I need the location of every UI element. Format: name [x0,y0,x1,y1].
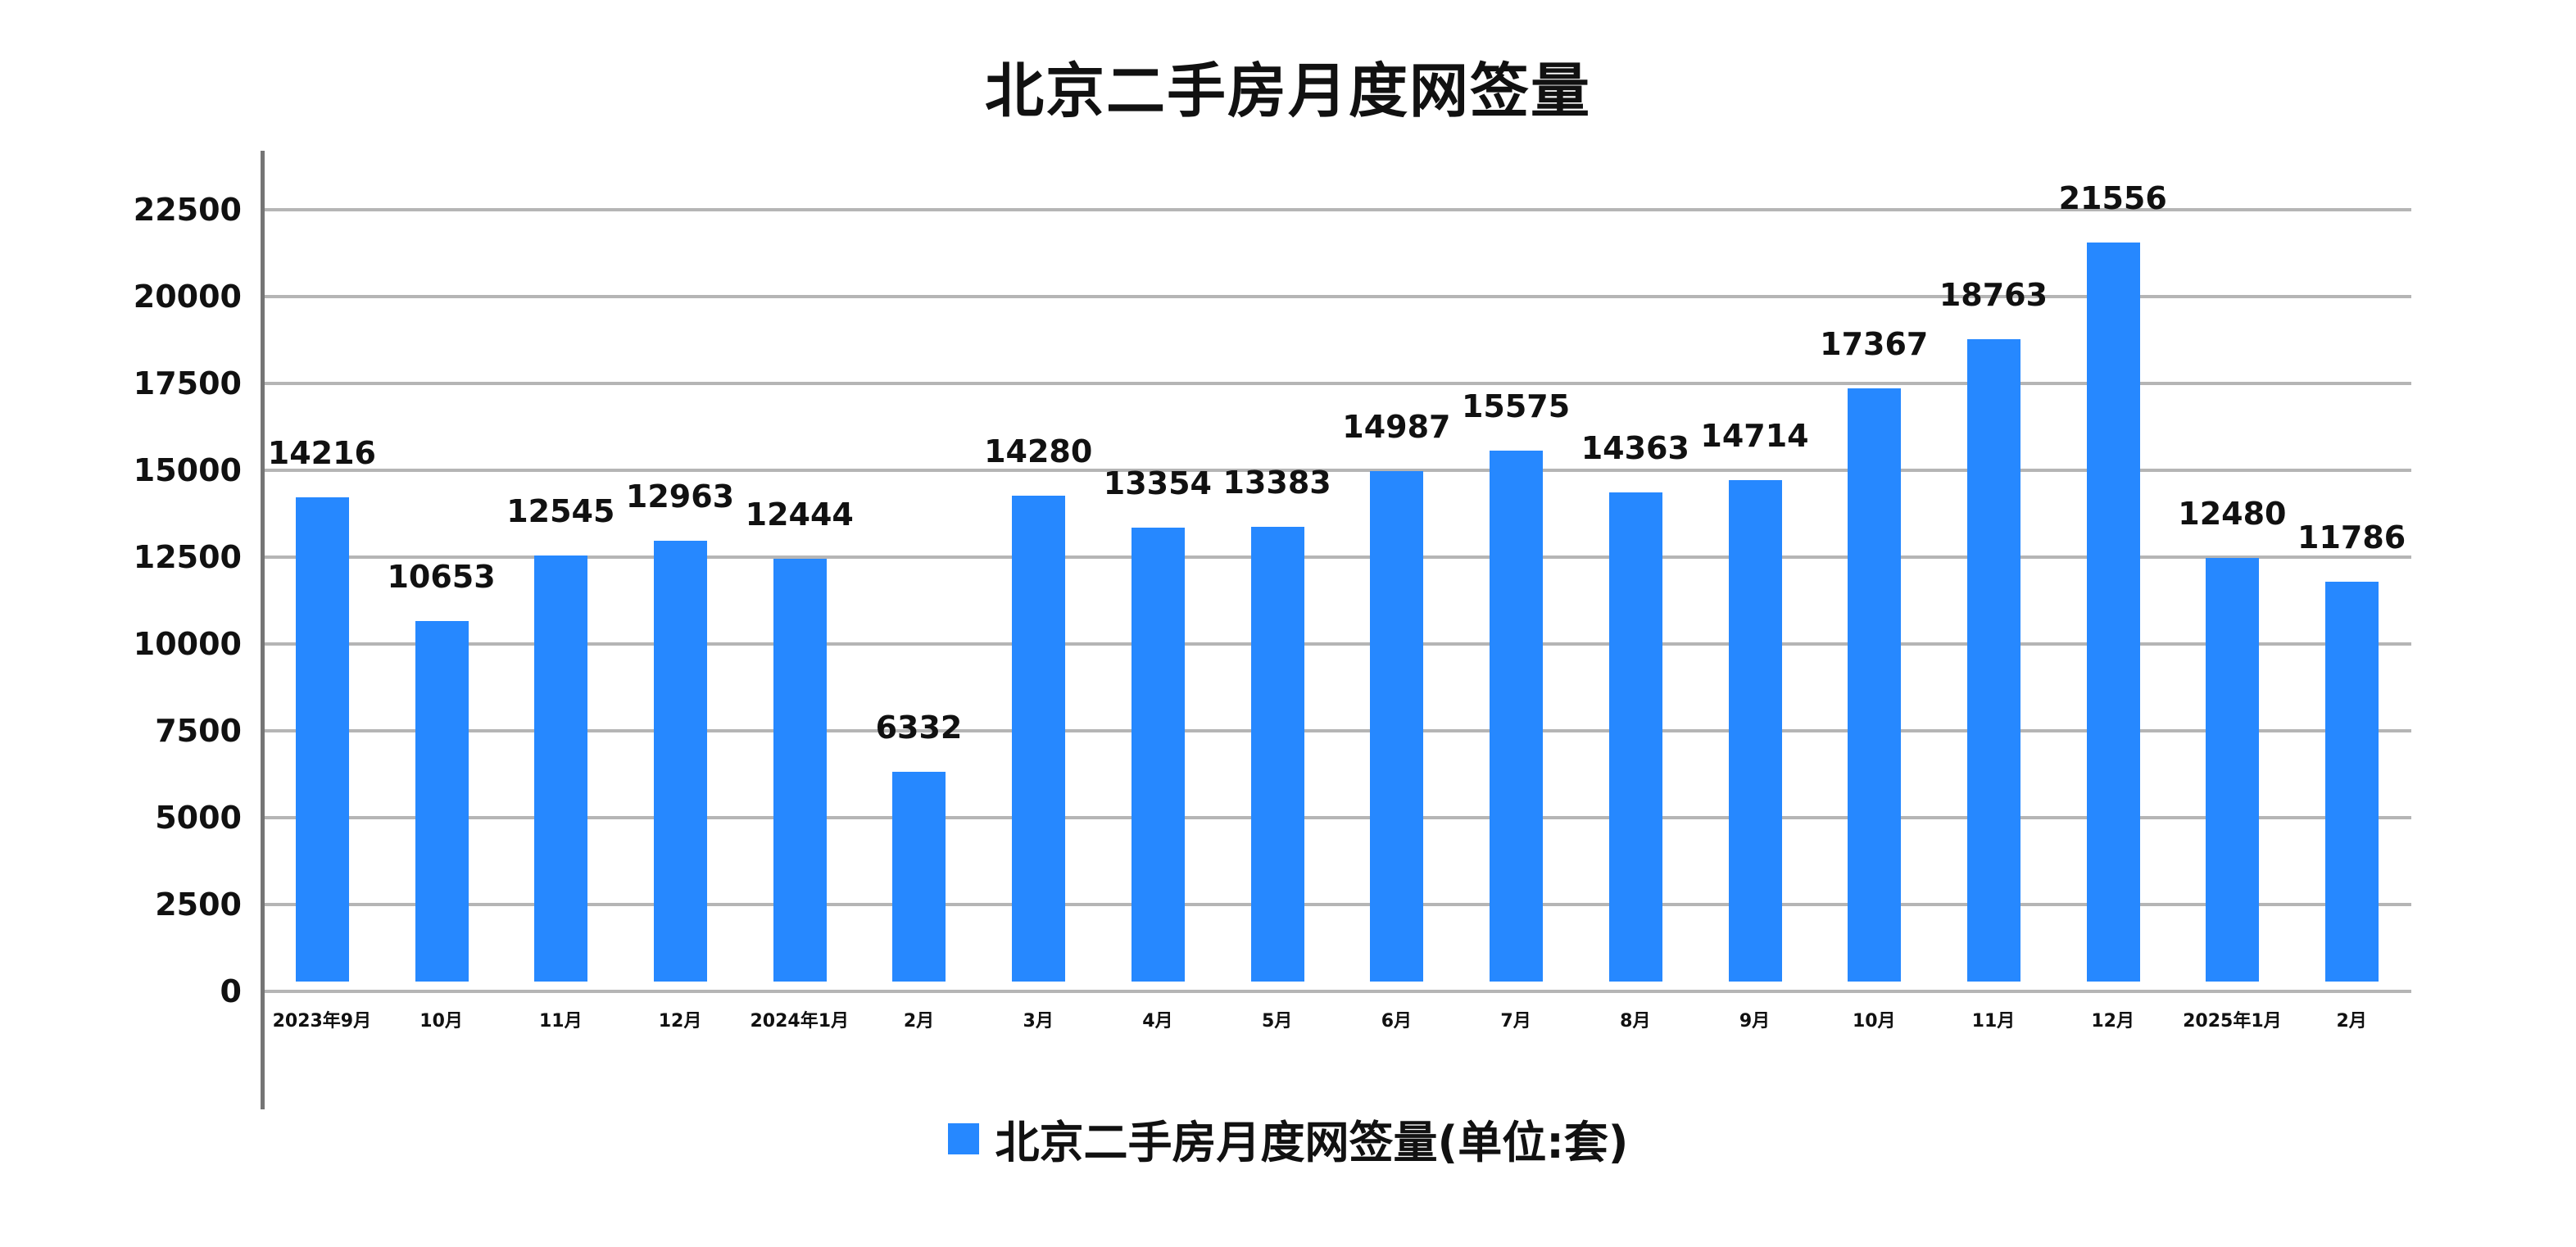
x-tick-label: 11月 [538,1011,583,1032]
gridline [265,469,2411,472]
y-axis-line [261,151,265,1109]
data-label: 13383 [1222,464,1331,501]
bar [1012,495,1066,982]
x-tick-label: 2025年1月 [2183,1011,2282,1032]
data-label: 21556 [2058,180,2167,217]
bar [1250,526,1304,982]
data-label: 6332 [875,709,963,746]
bar [2325,582,2379,982]
data-label: 11786 [2297,519,2406,556]
chart-title: 北京二手房月度网签量 [984,57,1591,125]
x-tick-label: 10月 [420,1011,463,1032]
bar [1966,339,2020,982]
data-label: 13354 [1103,465,1212,501]
bar [2086,243,2140,982]
bar [295,497,349,982]
data-label: 12963 [625,478,735,515]
gridline [265,642,2411,646]
x-tick-label: 7月 [1500,1011,1531,1032]
bar [654,541,708,982]
x-tick-label: 6月 [1381,1011,1413,1032]
y-tick-label: 17500 [133,365,242,401]
legend-swatch-icon [947,1122,979,1154]
y-tick-label: 10000 [133,626,242,662]
x-tick-label: 10月 [1852,1011,1896,1032]
y-tick-label: 5000 [155,800,242,836]
y-tick-label: 7500 [155,713,242,749]
data-label: 14363 [1581,430,1689,466]
x-tick-label: 5月 [1261,1011,1293,1032]
data-label: 10653 [387,559,496,596]
x-tick-label: 2月 [903,1011,935,1032]
bar [773,559,827,982]
x-tick-label: 4月 [1142,1011,1173,1032]
data-label: 14216 [267,435,376,472]
data-label: 14714 [1700,418,1809,455]
legend-label: 北京二手房月度网签量(单位:套) [995,1117,1629,1168]
y-tick-label: 20000 [133,279,242,315]
x-tick-label: 2月 [2336,1011,2367,1032]
bar [1131,527,1185,982]
bar [1370,470,1424,982]
y-tick-label: 15000 [133,452,242,488]
gridline [265,990,2411,993]
data-label: 14280 [984,433,1093,469]
gridline [265,382,2411,385]
gridline [265,208,2411,211]
x-tick-label: 2024年1月 [750,1011,850,1032]
y-tick-label: 0 [220,973,242,1009]
bar [1728,480,1782,982]
x-tick-label: 12月 [658,1011,702,1032]
bar [1608,492,1662,982]
x-tick-label: 2023年9月 [272,1011,372,1032]
bar [892,771,946,982]
bar [1848,388,1902,982]
data-label: 12444 [745,497,854,533]
bar [534,555,588,982]
gridline [265,816,2411,819]
x-tick-label: 3月 [1023,1011,1054,1032]
bar [1490,450,1544,982]
x-tick-label: 8月 [1620,1011,1651,1032]
y-tick-label: 12500 [133,539,242,575]
gridline [265,903,2411,906]
gridline [265,729,2411,732]
gridline [265,555,2411,559]
data-label: 15575 [1461,388,1571,424]
data-label: 17367 [1820,325,1929,362]
data-label: 12545 [506,493,615,530]
x-tick-label: 11月 [1971,1011,2016,1032]
bar [2206,557,2260,982]
legend: 北京二手房月度网签量(单位:套) [0,1106,2576,1171]
y-tick-label: 2500 [155,887,242,923]
x-tick-label: 9月 [1739,1011,1771,1032]
x-tick-label: 12月 [2091,1011,2134,1032]
data-label: 14987 [1342,408,1451,445]
data-label: 12480 [2178,495,2287,532]
gridline [265,295,2411,298]
data-label: 18763 [1939,277,2048,314]
bar [415,621,469,982]
y-tick-label: 22500 [133,192,242,228]
